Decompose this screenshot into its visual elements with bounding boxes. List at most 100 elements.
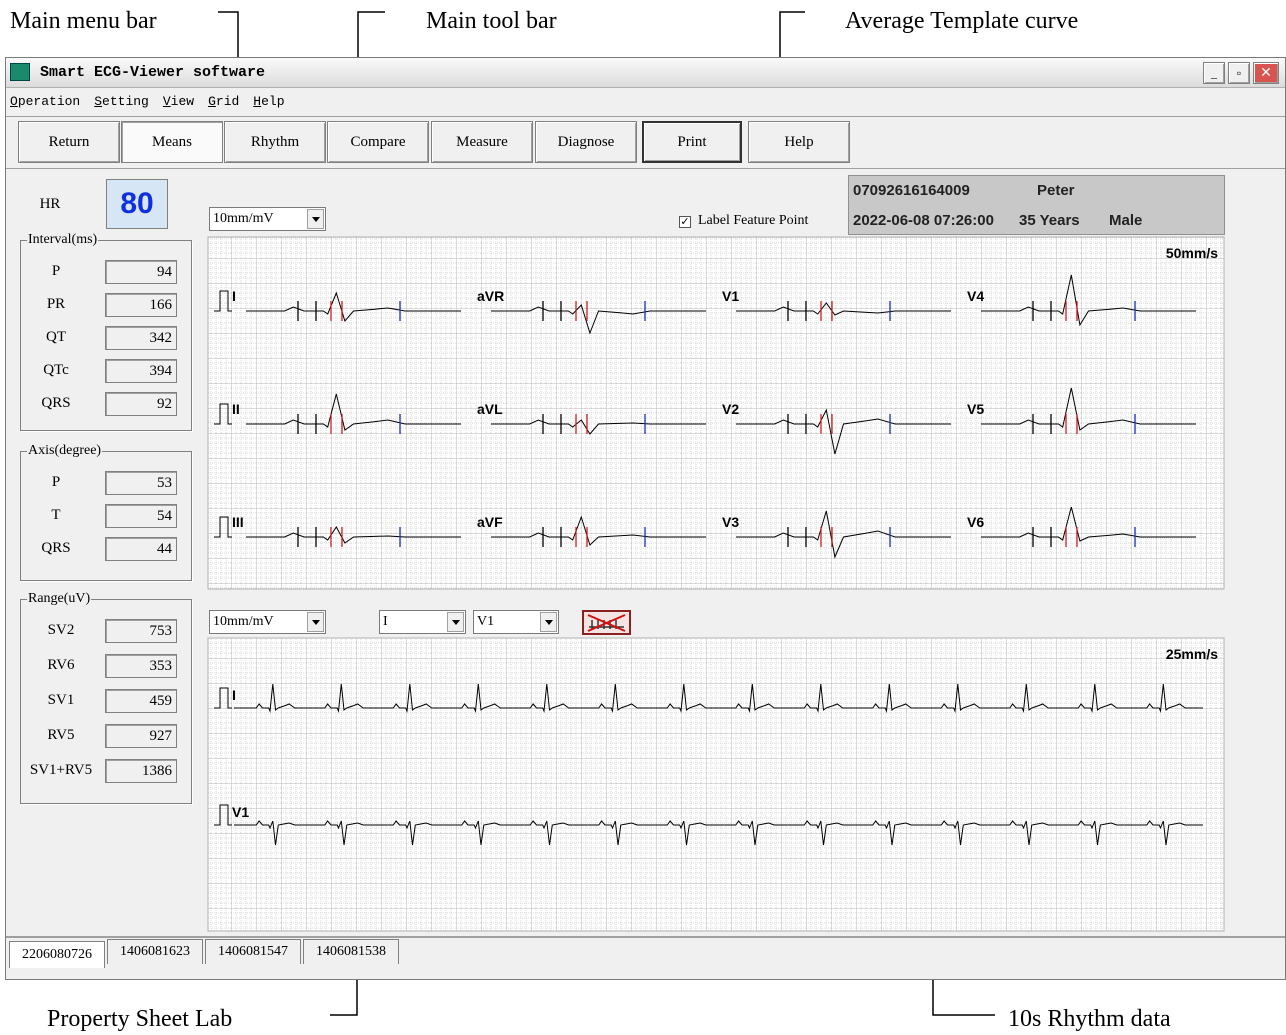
template-grid: [207, 236, 1225, 590]
annotation: 10s Rhythm data: [1008, 1006, 1171, 1032]
patient-id: 07092616164009: [853, 182, 970, 199]
menu-item[interactable]: Operation: [10, 94, 81, 109]
field-value: 353: [105, 654, 177, 678]
lead-label: V4: [967, 288, 984, 304]
lead-label: V1: [232, 804, 249, 820]
hr-value: 80: [106, 179, 168, 229]
lead-label: I: [232, 288, 236, 304]
field-value: 53: [105, 471, 177, 495]
title-bar: Smart ECG-Viewer software _ ▫ ✕: [6, 58, 1285, 88]
checkbox[interactable]: ✓: [679, 216, 691, 228]
patient-name: Peter: [1037, 182, 1075, 199]
field-label: QRS: [41, 395, 71, 411]
field-label: P: [51, 263, 61, 279]
annotation: Property Sheet Lab: [47, 1006, 233, 1032]
annotation: Average Template curve: [845, 8, 1079, 34]
separator: [6, 936, 1285, 938]
tool-button[interactable]: Print: [642, 121, 742, 163]
group-box: Range(uV) SV2 753 RV6 353 SV1 459 RV5 927 SV1+RV5…: [20, 591, 192, 804]
calibration-pulse: [214, 804, 232, 826]
separator: [6, 116, 1285, 117]
close-button[interactable]: ✕: [1253, 62, 1279, 84]
tool-button[interactable]: Help: [748, 121, 850, 163]
checkbox-label: Label Feature Point: [698, 213, 809, 228]
sheet-tab[interactable]: 1406081623: [107, 939, 203, 964]
group-title: Range(uV): [27, 591, 92, 607]
lead-label: aVR: [477, 288, 504, 304]
lead-dropdown[interactable]: I: [379, 610, 466, 634]
field-value: 927: [105, 724, 177, 748]
field-value: 1386: [105, 759, 177, 783]
rhythm-curve: [234, 683, 1203, 713]
dropdown-arrow[interactable]: [307, 612, 324, 632]
field-label: SV1: [47, 692, 75, 708]
template-curve: [981, 274, 1196, 327]
patient-age: 35 Years: [1019, 212, 1080, 229]
menu-item[interactable]: Help: [253, 94, 285, 109]
lead-label: V3: [722, 514, 739, 530]
tool-button[interactable]: Rhythm: [224, 121, 326, 163]
window-title: Smart ECG-Viewer software: [40, 64, 266, 81]
template-curve: [491, 304, 706, 335]
grid-toggle-button[interactable]: [582, 610, 631, 635]
tool-button[interactable]: Return: [18, 121, 120, 163]
dropdown-text: 10mm/mV: [213, 211, 274, 226]
template-curve: [491, 515, 706, 546]
tool-button[interactable]: Diagnose: [535, 121, 637, 163]
lead-label: aVL: [477, 401, 503, 417]
field-label: SV2: [47, 622, 75, 638]
speed-label: 25mm/s: [1166, 646, 1218, 662]
field-value: 753: [105, 619, 177, 643]
sheet-tab[interactable]: 1406081538: [303, 939, 399, 964]
menu-item[interactable]: View: [162, 94, 195, 109]
minimize-button[interactable]: _: [1203, 62, 1225, 84]
lead-label: V1: [722, 288, 739, 304]
sheet-tab[interactable]: 2206080726: [9, 941, 105, 968]
group-title: Axis(degree): [27, 443, 103, 459]
gain-dropdown[interactable]: 10mm/mV: [209, 207, 326, 231]
rhythm-grid: [207, 637, 1225, 932]
dropdown-arrow[interactable]: [540, 612, 557, 632]
lead-label: V6: [967, 514, 984, 530]
patient-info: 07092616164009 Peter 2022-06-08 07:26:00…: [848, 175, 1225, 235]
lead-label: aVF: [477, 514, 503, 530]
hr-label: HR: [39, 196, 61, 212]
dropdown-arrow[interactable]: [447, 612, 464, 632]
gain-dropdown[interactable]: 10mm/mV: [209, 610, 326, 634]
template-curve: [981, 387, 1196, 431]
tool-button[interactable]: Measure: [431, 121, 533, 163]
tool-button[interactable]: Means: [121, 121, 223, 163]
lead-label: V5: [967, 401, 984, 417]
group-box: Axis(degree) P 53 T 54 QRS 44: [20, 443, 192, 581]
sheet-tab[interactable]: 1406081547: [205, 939, 301, 964]
restore-button[interactable]: ▫: [1228, 62, 1250, 84]
dropdown-text: 10mm/mV: [213, 614, 274, 629]
menu-item[interactable]: Setting: [94, 94, 149, 109]
lead-dropdown[interactable]: V1: [473, 610, 559, 634]
tool-button[interactable]: Compare: [327, 121, 429, 163]
template-curve: [981, 506, 1196, 542]
lead-label: V2: [722, 401, 739, 417]
field-value: 166: [105, 293, 177, 317]
lead-label: II: [232, 401, 240, 417]
field-value: 94: [105, 260, 177, 284]
dropdown-arrow[interactable]: [307, 209, 324, 229]
field-label: SV1+RV5: [29, 762, 93, 778]
menu-item[interactable]: Grid: [208, 94, 240, 109]
dropdown-text: I: [383, 614, 388, 629]
annotation: Main menu bar: [10, 8, 157, 34]
field-value: 342: [105, 326, 177, 350]
field-label: QT: [46, 329, 66, 345]
group-title: Interval(ms): [27, 232, 99, 248]
exam-datetime: 2022-06-08 07:26:00: [853, 212, 994, 229]
template-curve: [246, 526, 461, 544]
field-value: 44: [105, 537, 177, 561]
field-value: 92: [105, 392, 177, 416]
app-icon: [10, 63, 30, 81]
annotation: Main tool bar: [426, 8, 557, 34]
template-curve: [246, 393, 461, 431]
window: Smart ECG-Viewer software _ ▫ ✕ Operatio…: [5, 57, 1286, 980]
field-value: 394: [105, 359, 177, 383]
